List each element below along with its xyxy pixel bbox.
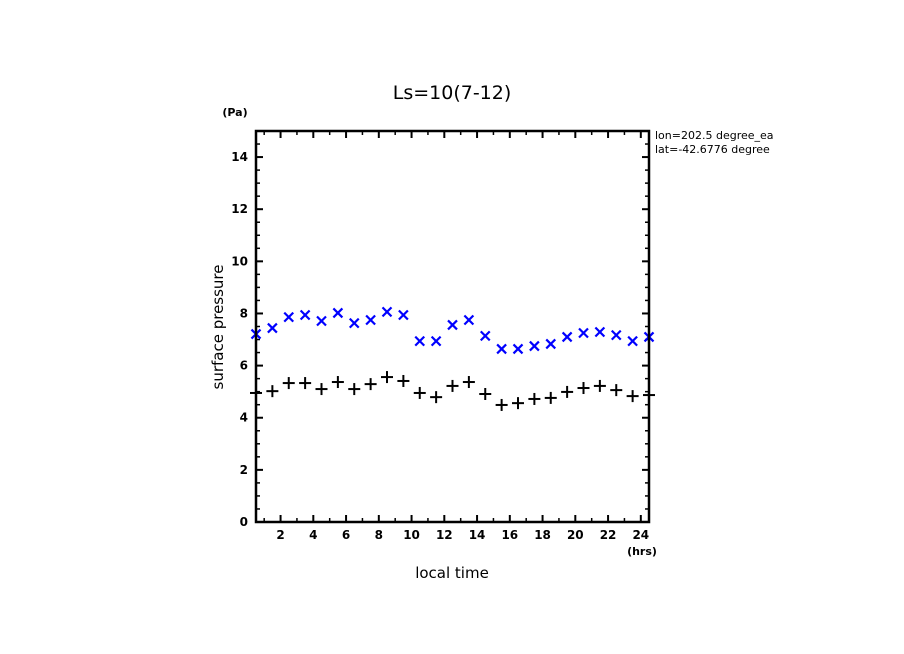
data-point-plus-marker (282, 377, 295, 390)
y-unit-label: (Pa) (222, 106, 247, 119)
data-point-plus-marker (479, 388, 492, 401)
data-point-plus-marker (528, 392, 541, 405)
y-tick-label: 14 (231, 150, 248, 164)
data-point-x-marker (267, 322, 278, 334)
x-tick-label: 16 (501, 528, 518, 542)
y-tick-label: 8 (240, 306, 248, 320)
x-unit-label: (hrs) (627, 545, 657, 558)
data-point-plus-marker (610, 384, 623, 397)
y-tick-label: 0 (240, 515, 248, 529)
data-point-x-marker (348, 317, 360, 329)
data-point-x-marker (299, 309, 311, 321)
y-axis-title: surface pressure (209, 265, 227, 390)
data-point-x-marker (627, 335, 638, 347)
data-point-x-marker (332, 307, 344, 319)
data-point-plus-marker (348, 383, 361, 396)
x-tick-label: 22 (600, 528, 617, 542)
data-point-plus-marker (430, 391, 443, 404)
data-point-x-marker (414, 335, 426, 347)
data-point-x-marker (529, 340, 540, 352)
annotation-clip (780, 125, 904, 165)
y-tick-label: 2 (240, 463, 248, 477)
data-point-plus-marker (315, 383, 328, 396)
data-point-x-marker (578, 327, 589, 339)
annotation-lat: lat=-42.6776 degree (655, 143, 770, 156)
x-tick-label: 2 (276, 528, 284, 542)
data-point-plus-marker (381, 371, 393, 384)
data-point-x-marker (283, 311, 295, 323)
y-tick-label: 12 (231, 202, 248, 216)
x-tick-label: 12 (436, 528, 453, 542)
data-point-x-marker (610, 329, 622, 341)
y-tick-label: 10 (231, 254, 248, 268)
x-tick-label: 18 (534, 528, 551, 542)
x-tick-label: 14 (469, 528, 486, 542)
data-point-x-marker (463, 314, 475, 326)
x-axis-title: local time (415, 564, 489, 582)
data-point-plus-marker (331, 376, 344, 389)
data-point-x-marker (594, 326, 606, 338)
x-tick-label: 24 (632, 528, 649, 542)
data-point-x-marker (365, 314, 376, 326)
data-point-plus-marker (626, 390, 639, 403)
data-point-x-marker (316, 315, 327, 327)
data-point-plus-marker (462, 376, 475, 389)
data-point-x-marker (430, 335, 442, 347)
x-tick-label: 4 (309, 528, 317, 542)
data-point-plus-marker (561, 385, 574, 398)
data-point-x-marker (381, 306, 393, 318)
x-tick-label: 8 (375, 528, 383, 542)
data-point-plus-marker (364, 378, 377, 391)
data-point-x-marker (496, 343, 507, 355)
data-point-plus-marker (397, 374, 410, 387)
y-tick-label: 4 (240, 411, 248, 425)
data-point-x-marker (447, 319, 458, 331)
x-tick-label: 20 (567, 528, 584, 542)
x-tick-label: 10 (403, 528, 420, 542)
data-point-plus-marker (593, 379, 606, 392)
x-tick-label: 6 (342, 528, 350, 542)
data-point-x-marker (561, 331, 573, 343)
data-point-plus-marker (577, 382, 590, 395)
data-point-plus-marker (266, 385, 279, 398)
data-point-plus-marker (446, 379, 459, 392)
chart-title: Ls=10(7-12) (393, 82, 512, 104)
data-point-x-marker (479, 330, 491, 342)
annotation-lon: lon=202.5 degree_ea (655, 129, 774, 142)
data-point-plus-marker (544, 391, 557, 404)
data-point-plus-marker (413, 386, 426, 399)
data-point-x-marker (512, 343, 524, 355)
data-point-plus-marker (495, 398, 508, 411)
data-point-plus-marker (299, 377, 312, 390)
data-point-x-marker (545, 338, 557, 350)
data-point-plus-marker (512, 397, 524, 410)
y-tick-label: 6 (240, 359, 248, 373)
data-point-x-marker (398, 309, 409, 321)
plot-frame (254, 129, 651, 524)
